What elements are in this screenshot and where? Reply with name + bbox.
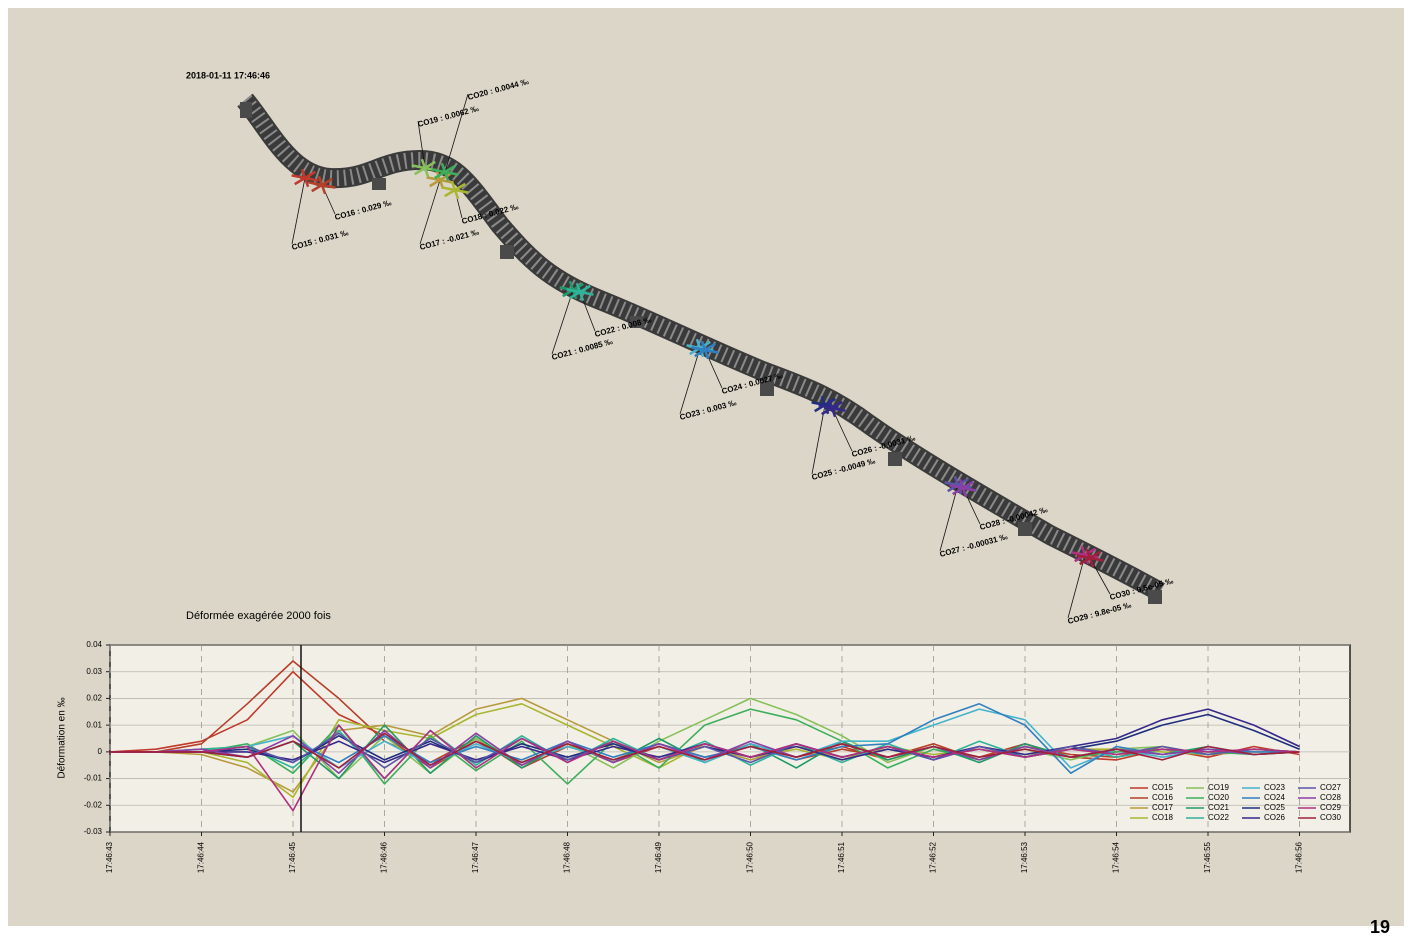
pier xyxy=(500,245,514,259)
x-tick-label: 17:46:48 xyxy=(563,841,572,873)
legend-label: CO23 xyxy=(1264,783,1285,792)
legend-label: CO28 xyxy=(1320,793,1341,802)
y-tick-label: -0.01 xyxy=(84,774,103,783)
x-tick-label: 17:46:55 xyxy=(1203,841,1212,873)
legend-label: CO27 xyxy=(1320,783,1341,792)
legend-label: CO19 xyxy=(1208,783,1229,792)
legend-label: CO26 xyxy=(1264,813,1285,822)
legend-label: CO25 xyxy=(1264,803,1285,812)
x-tick-label: 17:46:44 xyxy=(197,841,206,873)
x-tick-label: 17:46:50 xyxy=(746,841,755,873)
x-tick-label: 17:46:46 xyxy=(380,841,389,873)
legend-label: CO24 xyxy=(1264,793,1285,802)
pier xyxy=(1148,590,1162,604)
x-tick-label: 17:46:43 xyxy=(105,841,114,873)
legend-label: CO16 xyxy=(1152,793,1173,802)
x-tick-label: 17:46:49 xyxy=(654,841,663,873)
legend-label: CO22 xyxy=(1208,813,1229,822)
y-tick-label: -0.03 xyxy=(84,827,103,836)
y-tick-label: 0.04 xyxy=(86,640,102,649)
page-number: 19 xyxy=(1370,917,1390,936)
x-tick-label: 17:46:52 xyxy=(929,841,938,873)
y-axis-label: Déformation en ‰ xyxy=(57,697,68,778)
caption: Déformée exagérée 2000 fois xyxy=(186,610,331,622)
legend-label: CO29 xyxy=(1320,803,1341,812)
figure: 2018-01-11 17:46:46 Déformée exagérée 20… xyxy=(0,0,1412,936)
legend-label: CO15 xyxy=(1152,783,1173,792)
legend-label: CO30 xyxy=(1320,813,1341,822)
y-tick-label: 0.03 xyxy=(86,667,102,676)
pier xyxy=(1018,522,1032,536)
page: 2018-01-11 17:46:46 Déformée exagérée 20… xyxy=(0,0,1412,936)
y-tick-label: 0.01 xyxy=(86,720,102,729)
y-tick-label: -0.02 xyxy=(84,800,103,809)
legend-label: CO18 xyxy=(1152,813,1173,822)
x-tick-label: 17:46:53 xyxy=(1020,841,1029,873)
x-tick-label: 17:46:56 xyxy=(1295,841,1304,873)
x-tick-label: 17:46:51 xyxy=(837,841,846,873)
timestamp: 2018-01-11 17:46:46 xyxy=(186,70,270,80)
pier xyxy=(372,178,386,190)
pier xyxy=(240,102,252,118)
x-tick-label: 17:46:45 xyxy=(288,841,297,873)
legend-label: CO21 xyxy=(1208,803,1229,812)
pier xyxy=(888,452,902,466)
x-tick-label: 17:46:47 xyxy=(471,841,480,873)
x-tick-label: 17:46:54 xyxy=(1112,841,1121,873)
y-tick-label: 0.02 xyxy=(86,694,102,703)
legend-label: CO20 xyxy=(1208,793,1229,802)
y-tick-label: 0 xyxy=(98,747,103,756)
legend-label: CO17 xyxy=(1152,803,1173,812)
